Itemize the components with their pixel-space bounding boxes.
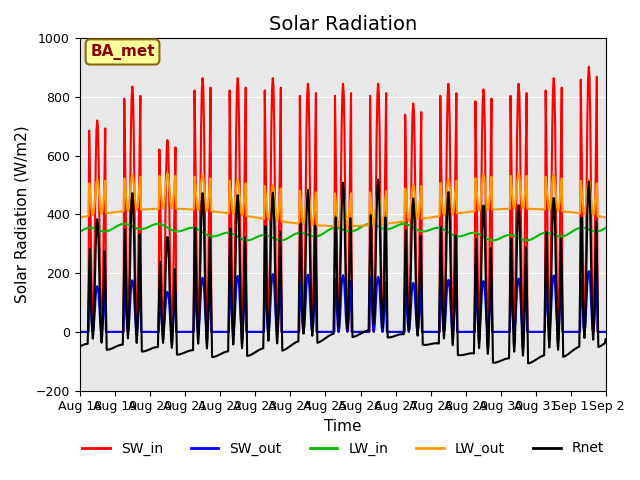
LW_in <box>85 225 93 231</box>
Rnet <box>76 339 83 345</box>
LW_out <box>335 223 342 229</box>
LW_out <box>76 215 83 220</box>
Line: LW_out: LW_out <box>79 173 605 226</box>
LW_out <box>221 210 229 216</box>
SW_out <box>193 315 200 321</box>
SW_in <box>585 64 593 70</box>
Text: BA_met: BA_met <box>90 44 155 60</box>
LW_out <box>85 180 93 186</box>
SW_in <box>221 329 228 335</box>
LW_out <box>164 170 172 176</box>
Line: SW_out: SW_out <box>79 271 605 332</box>
LW_in <box>76 229 83 235</box>
LW_in <box>408 224 415 229</box>
SW_out <box>406 316 414 322</box>
Rnet <box>524 360 532 366</box>
LW_in <box>423 228 431 234</box>
Rnet <box>602 336 609 342</box>
Rnet <box>374 177 382 182</box>
LW_in <box>602 225 609 231</box>
Line: Rnet: Rnet <box>79 180 605 363</box>
SW_out <box>140 329 147 335</box>
Legend: SW_in, SW_out, LW_in, LW_out, Rnet: SW_in, SW_out, LW_in, LW_out, Rnet <box>76 436 610 461</box>
Y-axis label: Solar Radiation (W/m2): Solar Radiation (W/m2) <box>15 126 30 303</box>
LW_out <box>408 191 415 197</box>
LW_in <box>243 238 251 243</box>
SW_out <box>602 329 609 335</box>
Title: Solar Radiation: Solar Radiation <box>269 15 417 34</box>
SW_in <box>422 329 429 335</box>
SW_out <box>221 329 228 335</box>
SW_out <box>585 268 593 274</box>
LW_out <box>423 215 431 221</box>
Rnet <box>407 257 415 263</box>
LW_in <box>193 226 201 232</box>
SW_in <box>85 128 93 133</box>
Line: LW_in: LW_in <box>79 224 605 240</box>
LW_in <box>140 226 148 232</box>
X-axis label: Time: Time <box>324 419 362 434</box>
SW_in <box>602 329 609 335</box>
Line: SW_in: SW_in <box>79 67 605 332</box>
SW_out <box>85 283 93 288</box>
LW_out <box>193 204 201 210</box>
Rnet <box>193 300 200 306</box>
Rnet <box>85 268 93 274</box>
LW_out <box>140 206 147 212</box>
Rnet <box>422 342 430 348</box>
SW_in <box>140 329 147 335</box>
LW_in <box>221 230 229 236</box>
SW_in <box>406 270 414 276</box>
Rnet <box>221 349 228 355</box>
SW_in <box>193 261 200 266</box>
LW_in <box>120 221 128 227</box>
SW_out <box>76 329 83 335</box>
SW_out <box>422 329 429 335</box>
SW_in <box>76 329 83 335</box>
Rnet <box>140 348 147 354</box>
LW_out <box>602 215 609 220</box>
